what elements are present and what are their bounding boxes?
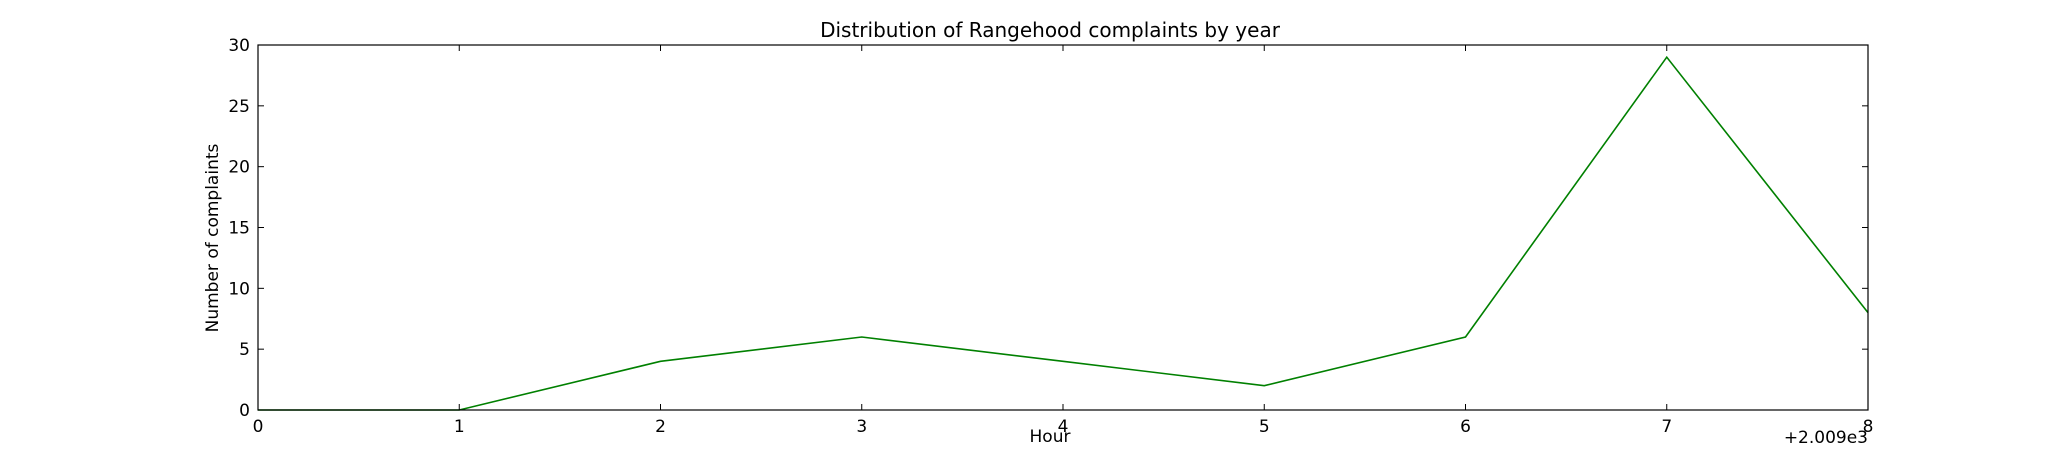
y-tick-label: 20 [228,158,250,178]
plot-area [257,44,1869,411]
x-tick-label: 2 [655,417,666,437]
y-tick-label: 25 [228,97,250,117]
y-tick-label: 30 [228,36,250,56]
y-tick-label: 5 [239,340,250,360]
x-axis-label: Hour [1030,427,1071,447]
x-tick-label: 5 [1259,417,1270,437]
x-tick-label: 6 [1460,417,1471,437]
x-axis-offset-label: +2.009e3 [1784,428,1868,448]
y-tick-label: 0 [239,401,250,421]
y-tick-label: 15 [228,219,250,239]
x-tick-label: 8 [1863,417,1874,437]
x-tick-label: 0 [253,417,264,437]
x-tick-label: 7 [1661,417,1672,437]
series-line [258,55,1869,411]
x-tick-label: 3 [856,417,867,437]
x-tick-label: 1 [454,417,465,437]
y-tick-label: 10 [228,279,250,299]
x-axis: 0 1 2 3 4 5 6 7 8 [253,45,1874,437]
y-axis-label: Number of complaints [203,143,223,332]
plot-frame [257,44,1869,411]
chart-title: Distribution of Rangehood complaints by … [820,18,1281,42]
x-tick-label: 4 [1058,417,1069,437]
y-axis: 0 5 10 15 20 25 30 [228,36,1868,421]
